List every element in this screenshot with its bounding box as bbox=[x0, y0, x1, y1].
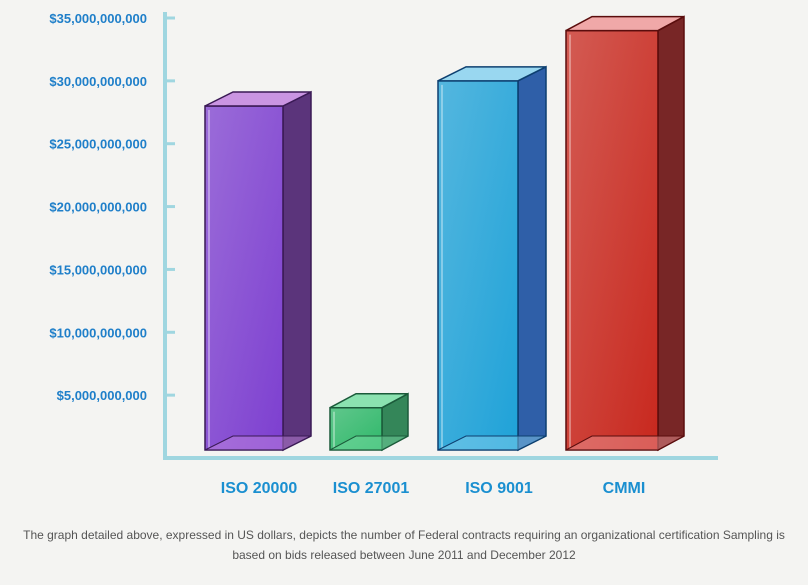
bar-top-face bbox=[437, 66, 547, 82]
y-tick-label: $30,000,000,000 bbox=[49, 74, 147, 89]
bar-top-face bbox=[565, 15, 685, 32]
x-tick-labels: ISO 20000 ISO 27001 ISO 9001 CMMI bbox=[221, 480, 646, 497]
x-tick-label: ISO 20000 bbox=[221, 480, 298, 497]
chart-caption: The graph detailed above, expressed in U… bbox=[0, 525, 808, 565]
bar-iso-27001 bbox=[329, 392, 409, 452]
bar-front-face bbox=[565, 29, 659, 451]
bar-cmmi bbox=[565, 15, 685, 452]
caption-line-1: The graph detailed above, expressed in U… bbox=[23, 528, 785, 542]
y-tick-label: $35,000,000,000 bbox=[49, 11, 147, 26]
y-tick-label: $10,000,000,000 bbox=[49, 325, 147, 340]
x-tick-label: CMMI bbox=[603, 480, 646, 497]
x-tick-label: ISO 27001 bbox=[333, 480, 410, 497]
y-tick-labels: $5,000,000,000 $10,000,000,000 $15,000,000… bbox=[49, 11, 175, 403]
bar-bottom-face bbox=[437, 435, 547, 451]
bar-iso-9001 bbox=[437, 65, 547, 452]
x-tick-label: ISO 9001 bbox=[465, 480, 533, 497]
bar-bottom-face bbox=[565, 435, 685, 451]
bars-layer bbox=[204, 15, 685, 452]
bar-iso-20000 bbox=[204, 90, 312, 452]
bar-side-face bbox=[657, 15, 685, 452]
bar-front-face bbox=[204, 105, 284, 451]
y-tick-label: $15,000,000,000 bbox=[49, 262, 147, 277]
bar-side-face bbox=[282, 90, 312, 452]
y-tick-label: $25,000,000,000 bbox=[49, 137, 147, 152]
bar-top-face bbox=[329, 392, 409, 409]
chart: $5,000,000,000 $10,000,000,000 $15,000,000… bbox=[49, 11, 718, 497]
bar-bottom-face bbox=[204, 435, 312, 451]
bar-front-face bbox=[437, 80, 519, 451]
bar-bottom-face bbox=[329, 435, 409, 451]
y-tick-label: $5,000,000,000 bbox=[57, 388, 147, 403]
y-tick-label: $20,000,000,000 bbox=[49, 200, 147, 215]
axes-layer bbox=[163, 12, 718, 460]
bar-top-face bbox=[204, 91, 312, 107]
caption-line-2: based on bids released between June 2011… bbox=[232, 548, 576, 562]
bar-side-face bbox=[517, 65, 547, 452]
